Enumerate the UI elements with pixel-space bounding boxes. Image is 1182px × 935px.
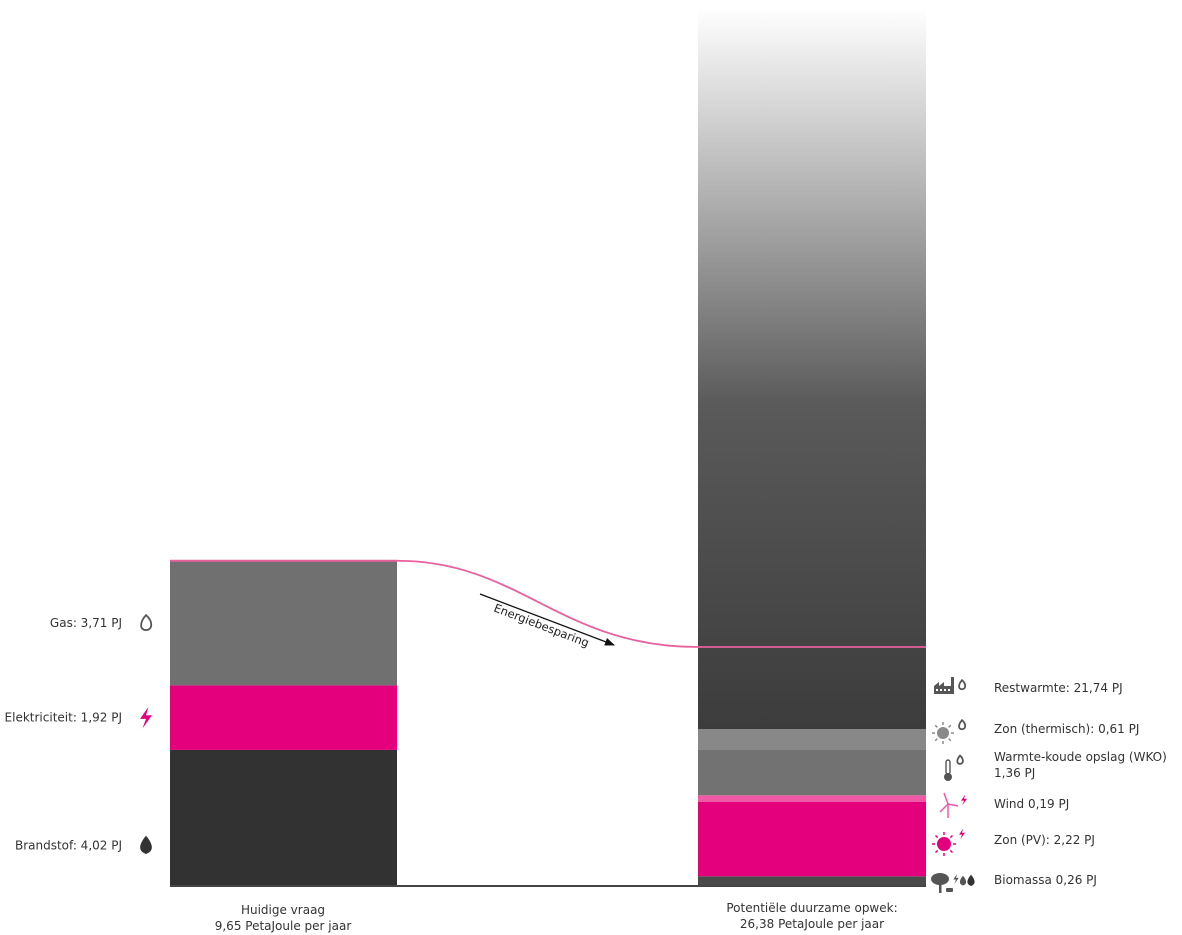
caption-opwek-line1: Potentiële duurzame opwek: [726,901,897,915]
energiebesparing-arrow [479,593,615,646]
lines-layer [170,559,926,887]
label-wko-value: 1,36 PJ [994,766,1035,780]
factory-icon [934,677,967,694]
thermometer-icon [944,754,964,781]
segment-zon_pv [698,801,926,877]
label-gas: Gas: 3,71 PJ [50,616,122,630]
flame-icon [140,613,153,631]
segment-biomassa [698,876,926,885]
labels-layer: Brandstof: 4,02 PJ Elektriciteit: 1,92 PJ… [5,613,1167,893]
label-brandstof: Brandstof: 4,02 PJ [15,838,122,852]
caption-huidige-vraag-line1: Huidige vraag [241,903,325,917]
segment-elektriciteit [170,685,397,750]
lightning-icon [140,706,152,729]
energiebesparing-annotation: Energiebesparing [479,593,615,650]
energiebesparing-curve [396,559,699,648]
label-restwarmte: Restwarmte: 21,74 PJ [994,681,1123,695]
caption-huidige-vraag-line2: 9,65 PetaJoule per jaar [215,919,352,933]
tree-icon [931,873,975,893]
caption-opwek-line2: 26,38 PetaJoule per jaar [740,917,884,931]
sun-thermal-icon [932,718,967,744]
energiebesparing-label: Energiebesparing [492,601,591,650]
sun-pv-icon [932,828,965,856]
label-zon_thermisch: Zon (thermisch): 0,61 PJ [994,722,1139,736]
drop-icon [140,835,152,854]
bars-layer [170,8,926,885]
segment-wko [698,749,926,796]
segment-restwarmte [698,8,926,730]
segment-zon_thermisch-top [698,729,926,750]
label-elektriciteit: Elektriciteit: 1,92 PJ [5,711,122,725]
label-biomassa: Biomassa 0,26 PJ [994,873,1097,887]
label-zon_pv: Zon (PV): 2,22 PJ [994,833,1095,847]
wind-turbine-icon [939,792,967,818]
segment-brandstof [170,749,397,885]
label-wko: Warmte-koude opslag (WKO) [994,750,1167,764]
segment-gas [170,560,397,686]
label-wind: Wind 0,19 PJ [994,797,1069,811]
segment-wind [698,795,926,802]
